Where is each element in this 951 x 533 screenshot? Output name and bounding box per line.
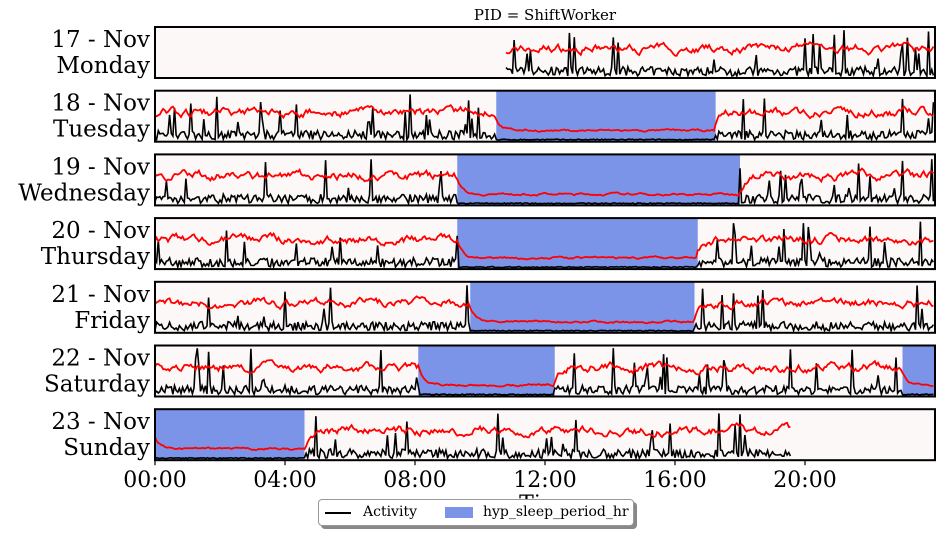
x-tick-label: 16:00 [643,468,706,493]
activity-series-line [154,159,935,207]
red-series-line [505,40,935,57]
day-date-label: 18 - Nov [51,91,150,117]
day-weekday-label: Wednesday [18,180,150,206]
activity-series-line [154,285,935,334]
panel-frame [154,344,936,398]
panel-frame [154,153,936,207]
day-date-label: 23 - Nov [51,409,150,435]
legend: Activity hyp_sleep_period_hr [318,499,634,526]
red-series-line [154,421,791,452]
legend-activity-label: Activity [363,504,417,520]
red-series-line [154,231,934,261]
day-weekday-label: Thursday [41,244,150,270]
x-tick-label: 20:00 [773,468,836,493]
day-weekday-label: Friday [74,308,150,334]
x-tick-label: 00:00 [123,468,186,493]
day-date-label: 19 - Nov [51,154,150,180]
sleep-period-band [155,409,305,461]
sleep-period-band [496,90,716,142]
x-tick-label: 04:00 [253,468,316,493]
red-series-line [154,167,935,197]
activity-series-line [154,221,935,271]
legend-sleep-patch [445,507,473,518]
red-series-line [154,295,934,325]
activity-series-line [154,94,935,143]
day-date-label: 20 - Nov [51,218,150,244]
red-series-line [154,104,934,133]
sleep-period-band [902,345,935,397]
day-date-label: 17 - Nov [51,27,150,53]
sleep-period-band [470,281,695,333]
day-weekday-label: Monday [56,53,150,79]
day-date-label: 21 - Nov [51,282,150,308]
day-weekday-label: Sunday [63,435,150,461]
panel-frame [154,217,936,271]
sleep-period-band [457,154,740,206]
activity-series-line [154,413,792,462]
day-date-label: 22 - Nov [51,346,150,372]
panel-frame [154,89,936,143]
day-weekday-label: Saturday [44,372,150,398]
panel-frame [154,26,936,79]
chart-title: PID = ShiftWorker [474,6,617,24]
panel-frame [154,280,936,334]
x-tick-label: 08:00 [383,468,446,493]
x-tick-label: 12:00 [513,468,576,493]
day-weekday-label: Tuesday [53,117,150,143]
legend-sleep-label: hyp_sleep_period_hr [483,504,629,520]
activity-series-line [505,30,935,79]
red-series-line [154,359,934,388]
legend-activity-line [325,512,351,514]
sleep-period-band [418,345,555,397]
sleep-period-band [457,218,698,270]
activity-series-line [154,348,934,398]
